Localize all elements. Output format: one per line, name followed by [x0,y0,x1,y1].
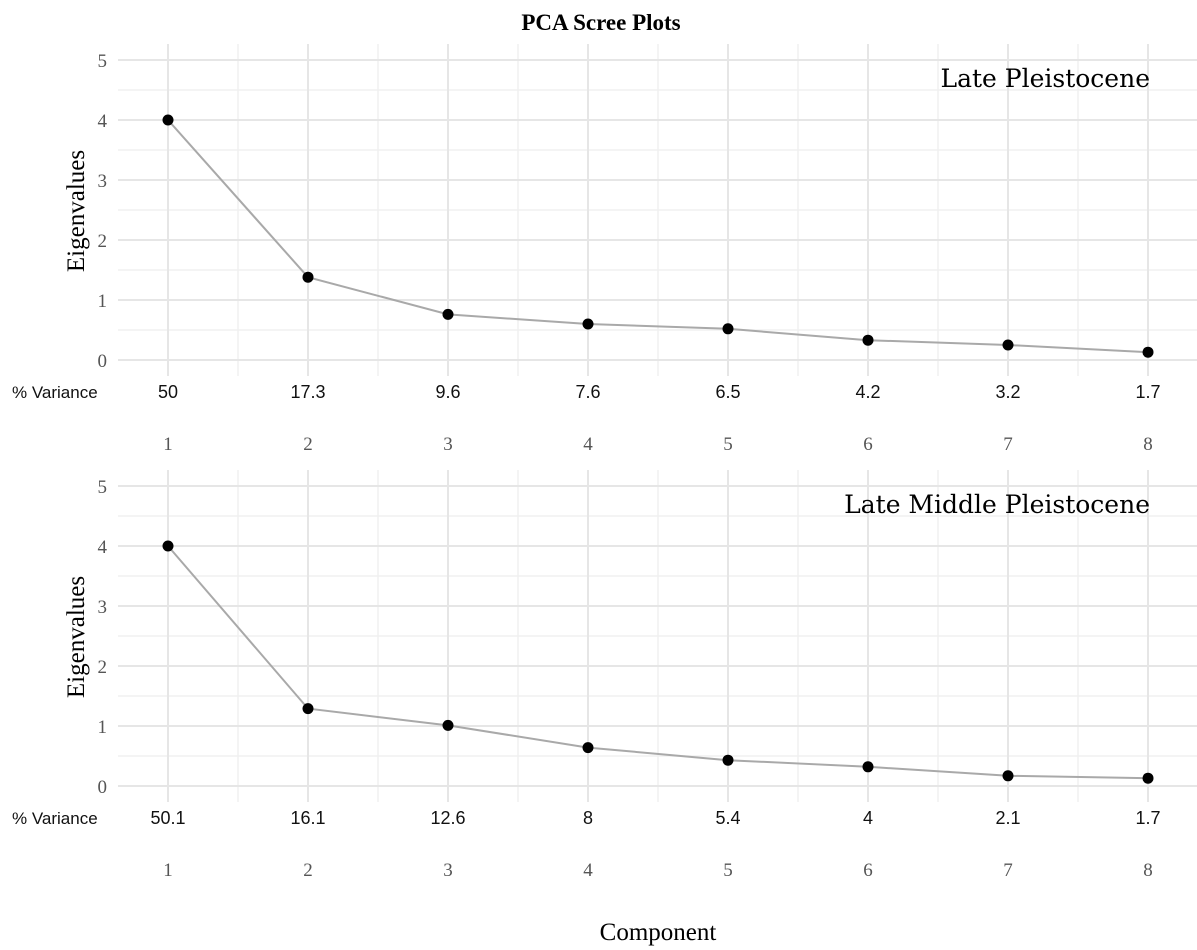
y-tick-label: 4 [98,111,108,132]
variance-value: 1.7 [1135,808,1160,828]
y-tick-label: 1 [98,717,108,738]
x-tick-label: 4 [583,434,593,455]
eigenvalue-point [1142,346,1154,358]
eigenvalue-point [302,271,314,283]
variance-row-label: % Variance [12,383,98,402]
x-tick-label: 7 [1003,860,1013,881]
x-tick-label: 3 [443,434,453,455]
scree-panel-2: 0 1 2 3 4 5 1 50.1 2 16.1 3 12.6 4 8 5 5.4 6 4 7 2.1 8 1.7 % V… [12,470,1197,881]
variance-value: 8 [583,808,593,828]
y-axis-title: Eigenvalues [63,150,90,272]
variance-value: 50.1 [150,808,185,828]
y-tick-label: 5 [98,51,108,72]
y-tick-label: 3 [98,597,108,618]
x-tick-label: 7 [1003,434,1013,455]
x-tick-label: 6 [863,434,873,455]
variance-value: 1.7 [1135,382,1160,402]
variance-value: 12.6 [430,808,465,828]
x-tick-label: 4 [583,860,593,881]
x-tick-label: 5 [723,434,733,455]
eigenvalue-point [1002,339,1014,351]
variance-value: 7.6 [575,382,600,402]
chart-title: PCA Scree Plots [521,10,680,35]
y-tick-label: 5 [98,477,108,498]
variance-row-label: % Variance [12,809,98,828]
eigenvalue-line [167,545,1149,780]
variance-value: 9.6 [435,382,460,402]
variance-value: 2.1 [995,808,1020,828]
x-tick-label: 1 [163,860,173,881]
x-tick-label: 6 [863,860,873,881]
eigenvalue-point [1002,770,1014,782]
x-tick-label: 8 [1143,860,1153,881]
eigenvalue-point [442,308,454,320]
eigenvalue-point [302,703,314,715]
y-tick-label: 0 [98,777,108,798]
x-tick-label: 5 [723,860,733,881]
eigenvalue-point [582,318,594,330]
y-tick-label: 4 [98,537,108,558]
x-tick-label: 2 [303,860,313,881]
eigenvalue-point [162,114,174,126]
variance-value: 17.3 [290,382,325,402]
variance-value: 16.1 [290,808,325,828]
y-axis-title: Eigenvalues [63,576,90,698]
x-tick-label: 8 [1143,434,1153,455]
variance-value: 4 [863,808,873,828]
y-tick-label: 3 [98,171,108,192]
eigenvalue-point [722,754,734,766]
eigenvalue-line [167,119,1149,354]
eigenvalue-point [162,540,174,552]
y-tick-label: 2 [98,657,108,678]
variance-value: 3.2 [995,382,1020,402]
eigenvalue-point [722,323,734,335]
variance-value: 4.2 [855,382,880,402]
y-tick-label: 1 [98,291,108,312]
eigenvalue-point [862,761,874,773]
x-axis-title: Component [600,919,717,946]
eigenvalue-point [862,334,874,346]
scree-panel-1: 0 1 2 3 4 5 1 50 2 17.3 3 9.6 4 7.6 5 6.5 6 4.2 7 3.2 8 1.7 % … [12,44,1197,455]
y-tick-label: 0 [98,351,108,372]
eigenvalue-point [582,742,594,754]
x-tick-label: 2 [303,434,313,455]
x-tick-label: 3 [443,860,453,881]
x-tick-label: 1 [163,434,173,455]
panel-label: Late Pleistocene [940,64,1150,93]
y-tick-label: 2 [98,231,108,252]
variance-value: 50 [158,382,178,402]
eigenvalue-point [442,719,454,731]
eigenvalue-point [1142,772,1154,784]
variance-value: 5.4 [715,808,740,828]
variance-value: 6.5 [715,382,740,402]
panel-label: Late Middle Pleistocene [844,490,1150,519]
